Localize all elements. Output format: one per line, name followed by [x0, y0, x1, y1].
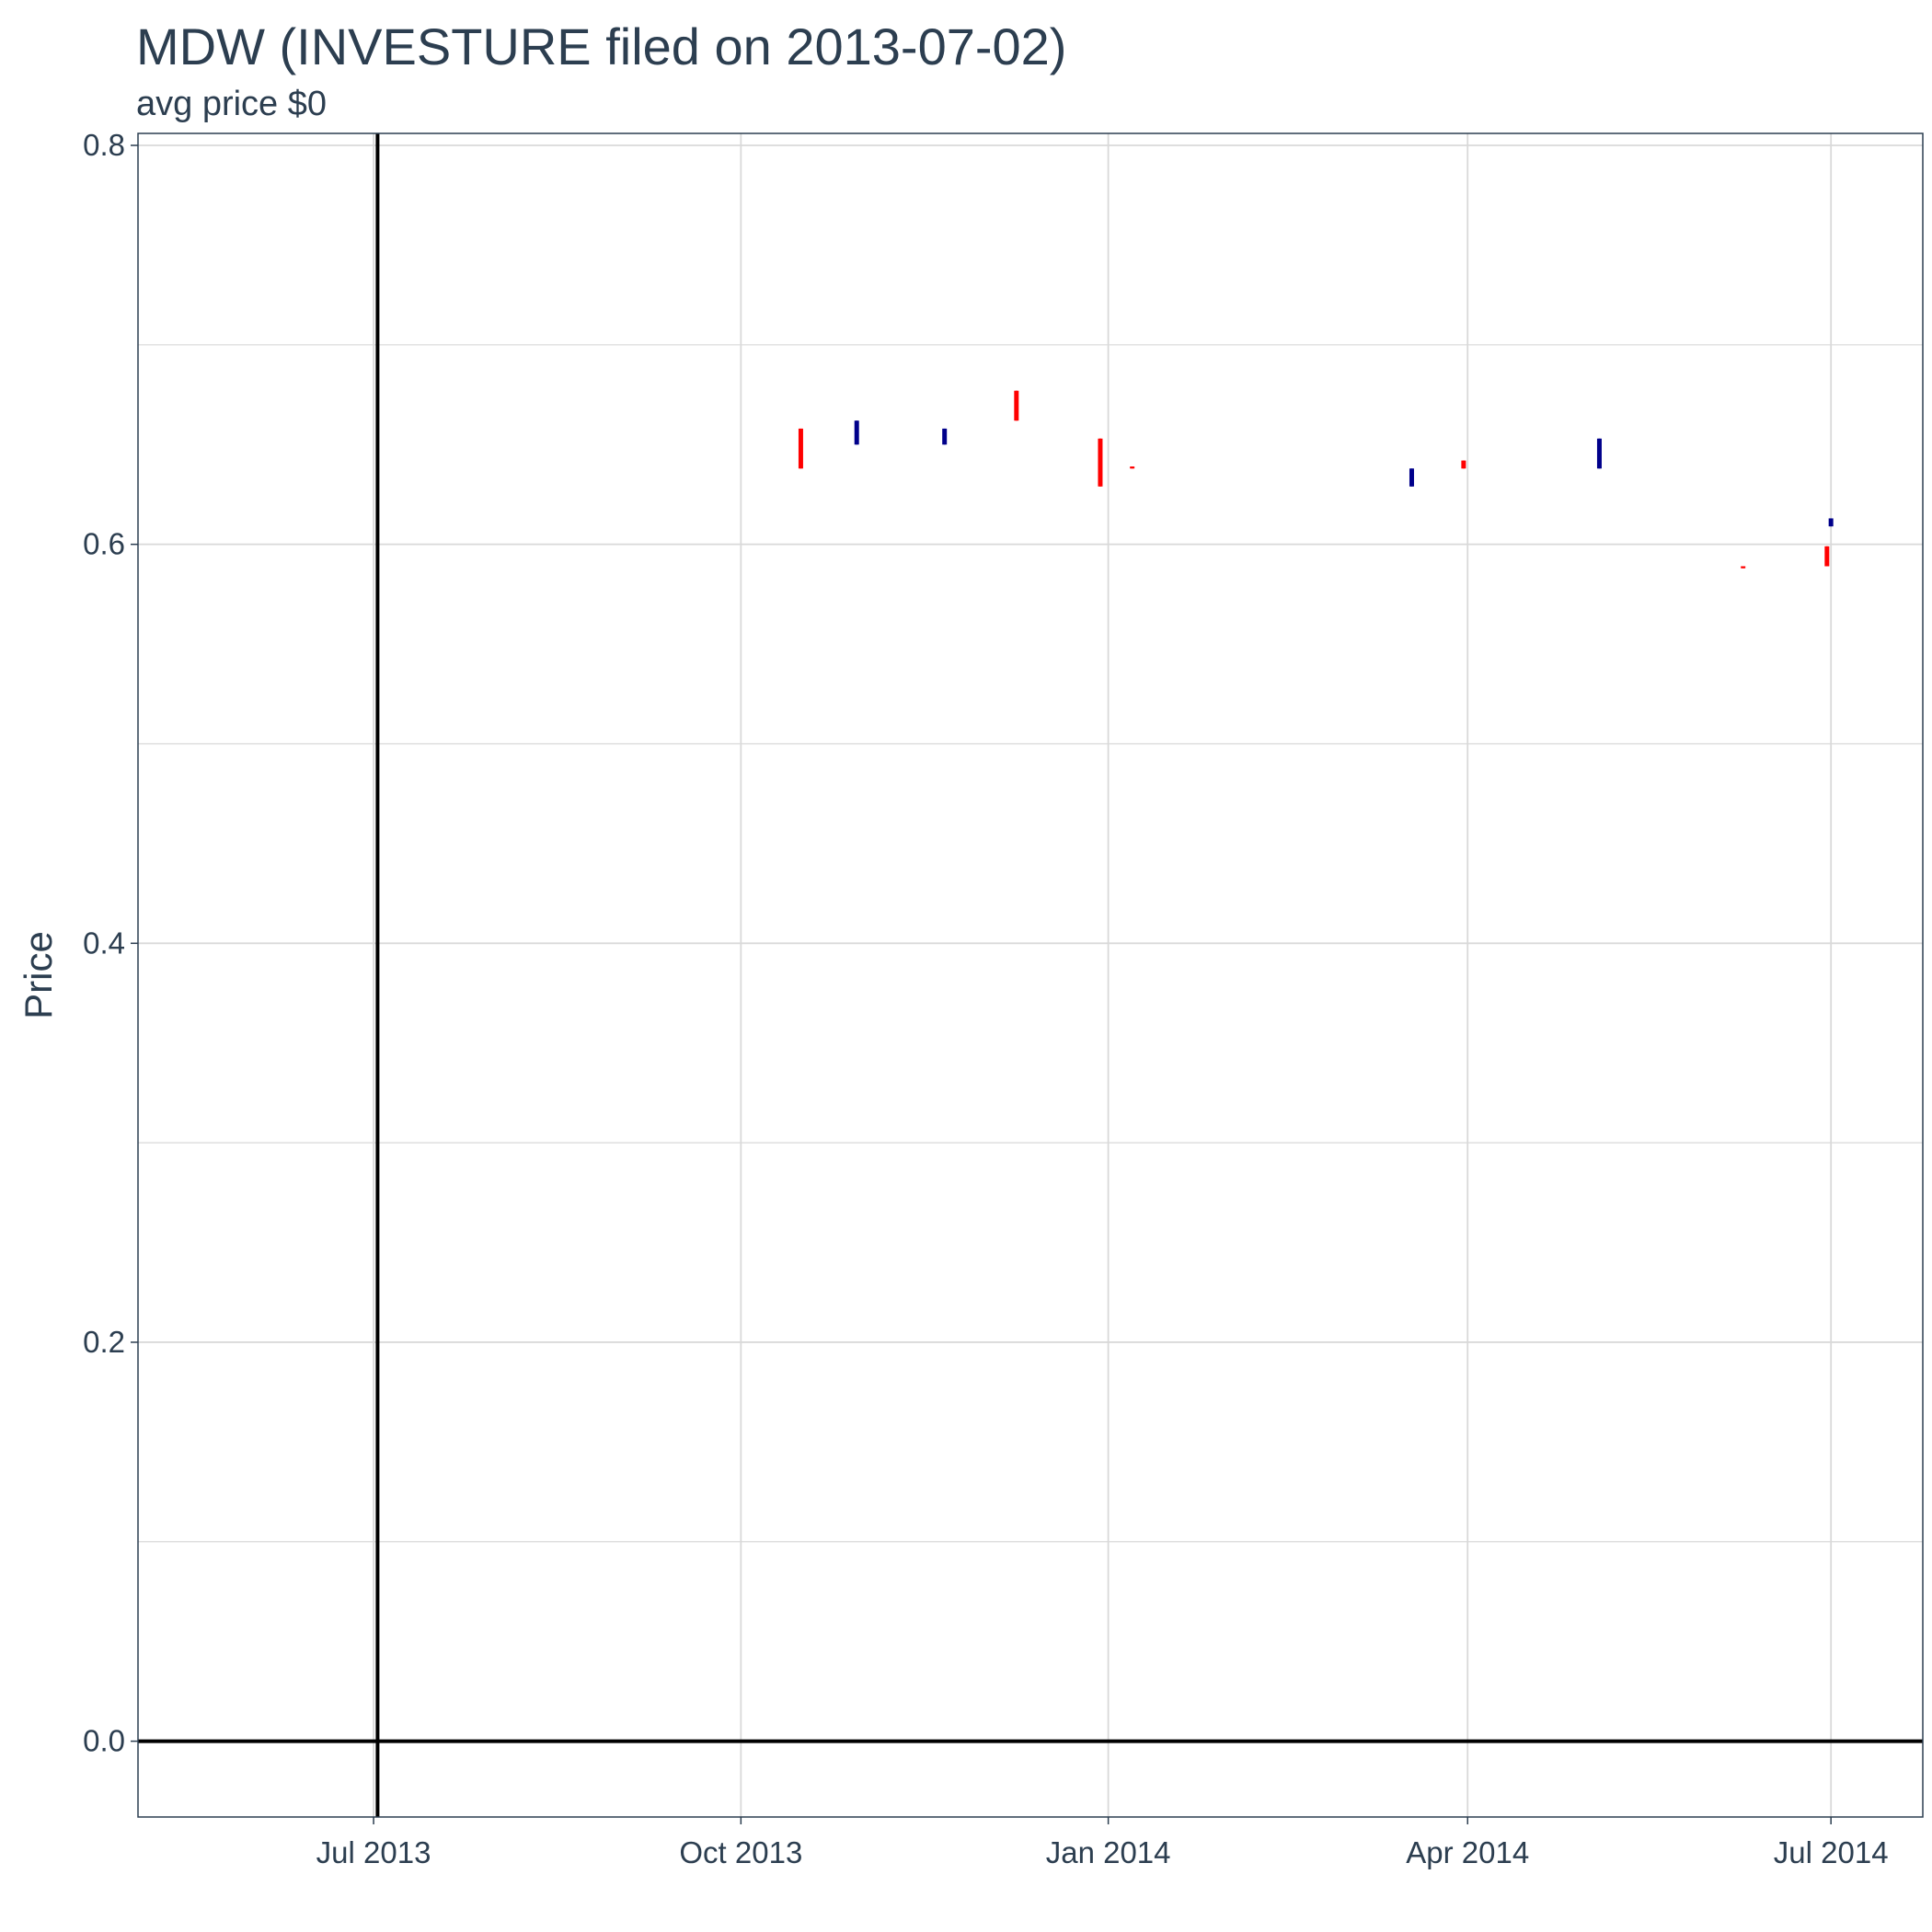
- y-tick-label: 0.4: [83, 926, 125, 960]
- y-axis-title: Price: [17, 931, 60, 1019]
- y-tick-label: 0.6: [83, 527, 125, 561]
- x-axis-ticks: Jul 2013 Oct 2013 Jan 2014 Apr 2014 Jul 2014: [316, 1817, 1889, 1869]
- y-tick-label: 0.2: [83, 1325, 125, 1359]
- candles-layer: [798, 390, 1834, 569]
- x-tick-label: Jan 2014: [1046, 1835, 1171, 1869]
- x-tick-label: Jul 2014: [1774, 1835, 1889, 1869]
- plot-background: [138, 133, 1923, 1817]
- x-tick-label: Apr 2014: [1406, 1835, 1529, 1869]
- plot-frame: [137, 132, 1924, 1818]
- chart-title: MDW (INVESTURE filed on 2013-07-02): [136, 17, 1066, 75]
- chart-subtitle: avg price $0: [136, 85, 327, 123]
- y-tick-label: 0.0: [83, 1724, 125, 1758]
- y-axis-ticks: 0.0 0.2 0.4 0.6 0.8: [83, 128, 138, 1758]
- y-tick-label: 0.8: [83, 128, 125, 162]
- x-tick-label: Oct 2013: [679, 1835, 802, 1869]
- x-tick-label: Jul 2013: [316, 1835, 431, 1869]
- reference-lines: [138, 133, 1923, 1817]
